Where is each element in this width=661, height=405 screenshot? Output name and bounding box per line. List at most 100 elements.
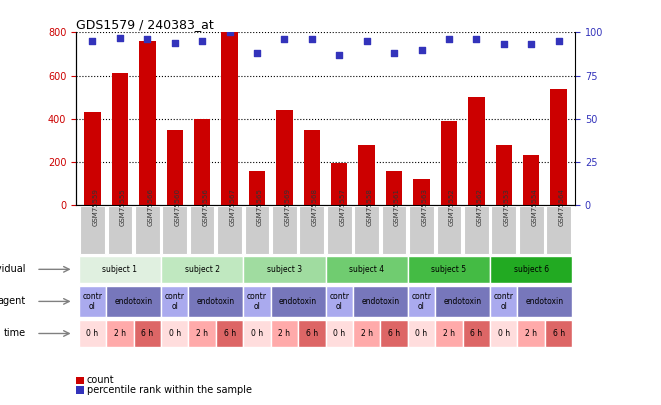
Text: GSM75567: GSM75567 <box>229 188 235 226</box>
Point <box>224 29 235 36</box>
FancyBboxPatch shape <box>435 320 463 347</box>
Bar <box>221 32 238 205</box>
Bar <box>358 145 375 205</box>
FancyBboxPatch shape <box>408 320 435 347</box>
Text: GSM75565: GSM75565 <box>257 188 263 226</box>
Point <box>498 41 509 48</box>
FancyBboxPatch shape <box>108 206 132 254</box>
Text: count: count <box>87 375 114 385</box>
Text: 2 h: 2 h <box>278 329 290 338</box>
Text: 0 h: 0 h <box>416 329 428 338</box>
FancyBboxPatch shape <box>272 206 297 254</box>
FancyBboxPatch shape <box>437 206 461 254</box>
FancyBboxPatch shape <box>188 286 243 317</box>
FancyBboxPatch shape <box>327 206 352 254</box>
FancyBboxPatch shape <box>271 320 298 347</box>
FancyBboxPatch shape <box>490 320 518 347</box>
Text: percentile rank within the sample: percentile rank within the sample <box>87 385 252 395</box>
FancyBboxPatch shape <box>380 320 408 347</box>
Text: GSM75561: GSM75561 <box>394 188 400 226</box>
Text: 2 h: 2 h <box>443 329 455 338</box>
Text: GSM75558: GSM75558 <box>367 188 373 226</box>
FancyBboxPatch shape <box>161 256 243 283</box>
Text: GSM75564: GSM75564 <box>559 188 564 226</box>
FancyBboxPatch shape <box>80 206 105 254</box>
Point <box>197 38 208 44</box>
Point <box>362 38 372 44</box>
FancyBboxPatch shape <box>299 206 324 254</box>
Bar <box>249 171 265 205</box>
FancyBboxPatch shape <box>435 286 490 317</box>
FancyBboxPatch shape <box>106 320 134 347</box>
Text: 6 h: 6 h <box>306 329 318 338</box>
Text: individual: individual <box>0 264 26 274</box>
Text: endotoxin: endotoxin <box>526 297 564 306</box>
FancyBboxPatch shape <box>163 206 187 254</box>
FancyBboxPatch shape <box>545 320 572 347</box>
Text: 2 h: 2 h <box>196 329 208 338</box>
Bar <box>386 171 403 205</box>
Point <box>553 38 564 44</box>
Bar <box>468 97 485 205</box>
Text: endotoxin: endotoxin <box>362 297 399 306</box>
Text: subject 4: subject 4 <box>349 265 384 274</box>
FancyBboxPatch shape <box>518 286 572 317</box>
Text: contr
ol: contr ol <box>412 292 432 311</box>
Text: subject 6: subject 6 <box>514 265 549 274</box>
FancyBboxPatch shape <box>188 320 216 347</box>
FancyBboxPatch shape <box>216 320 243 347</box>
Text: subject 1: subject 1 <box>102 265 137 274</box>
FancyBboxPatch shape <box>354 206 379 254</box>
FancyBboxPatch shape <box>519 206 543 254</box>
FancyBboxPatch shape <box>382 206 407 254</box>
Text: GSM75552: GSM75552 <box>449 188 455 226</box>
Point <box>416 47 427 53</box>
Point <box>279 36 290 43</box>
Text: GSM75557: GSM75557 <box>339 188 345 226</box>
Bar <box>413 179 430 205</box>
FancyBboxPatch shape <box>491 206 516 254</box>
Text: GSM75569: GSM75569 <box>284 188 290 226</box>
FancyBboxPatch shape <box>190 206 214 254</box>
Bar <box>167 130 183 205</box>
FancyBboxPatch shape <box>79 320 106 347</box>
Text: contr
ol: contr ol <box>329 292 349 311</box>
Text: 6 h: 6 h <box>141 329 153 338</box>
Bar <box>441 121 457 205</box>
FancyBboxPatch shape <box>298 320 326 347</box>
Point <box>471 36 482 43</box>
Text: time: time <box>4 328 26 339</box>
FancyBboxPatch shape <box>217 206 242 254</box>
Text: GSM75568: GSM75568 <box>312 188 318 226</box>
Text: subject 5: subject 5 <box>432 265 467 274</box>
Point <box>389 50 399 56</box>
Text: GSM75562: GSM75562 <box>477 188 483 226</box>
Text: endotoxin: endotoxin <box>114 297 153 306</box>
Text: 6 h: 6 h <box>223 329 235 338</box>
Text: GSM75566: GSM75566 <box>147 188 153 226</box>
Text: 0 h: 0 h <box>251 329 263 338</box>
Text: subject 2: subject 2 <box>184 265 219 274</box>
FancyBboxPatch shape <box>326 256 408 283</box>
Point <box>252 50 262 56</box>
Text: 0 h: 0 h <box>87 329 98 338</box>
FancyBboxPatch shape <box>409 206 434 254</box>
FancyBboxPatch shape <box>326 286 353 317</box>
Text: GDS1579 / 240383_at: GDS1579 / 240383_at <box>76 18 214 31</box>
FancyBboxPatch shape <box>106 286 161 317</box>
Text: contr
ol: contr ol <box>83 292 102 311</box>
Bar <box>523 156 539 205</box>
Text: endotoxin: endotoxin <box>444 297 482 306</box>
Text: GSM75559: GSM75559 <box>93 188 98 226</box>
Bar <box>496 145 512 205</box>
Bar <box>276 110 293 205</box>
Text: GSM75556: GSM75556 <box>202 188 208 226</box>
Text: GSM75563: GSM75563 <box>422 188 428 226</box>
Text: GSM75554: GSM75554 <box>531 188 537 226</box>
Point <box>114 34 125 41</box>
FancyBboxPatch shape <box>464 206 488 254</box>
FancyBboxPatch shape <box>490 256 572 283</box>
Point <box>307 36 317 43</box>
Text: subject 3: subject 3 <box>267 265 302 274</box>
FancyBboxPatch shape <box>353 320 380 347</box>
